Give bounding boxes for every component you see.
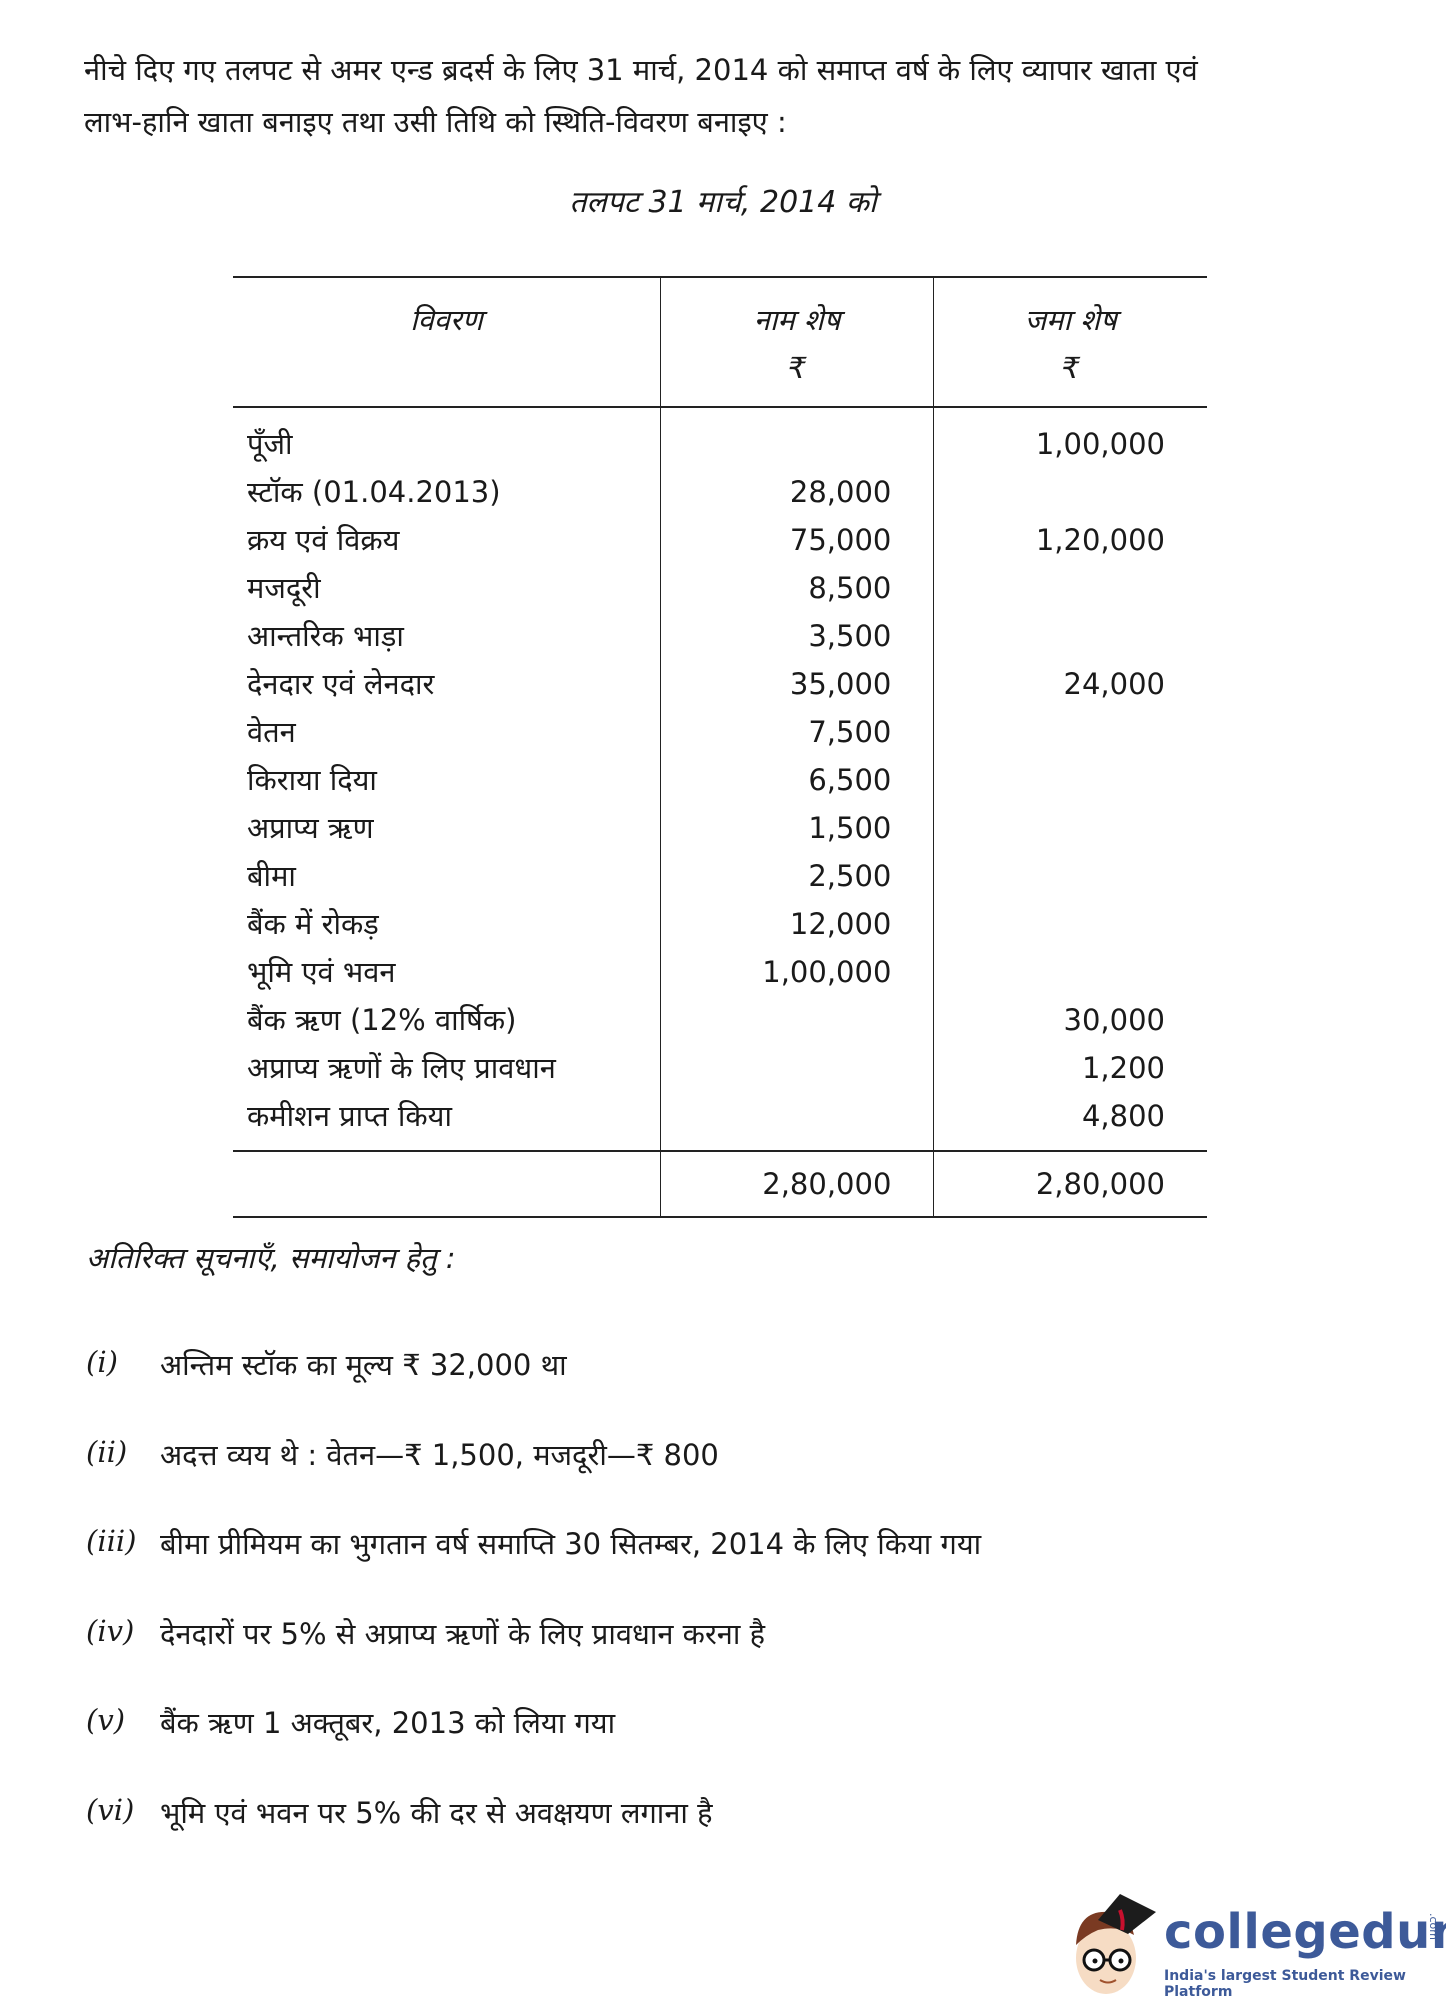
row-credit: 24,000 (933, 660, 1207, 708)
row-debit: 8,500 (659, 564, 934, 612)
table-row: क्रय एवं विक्रय 75,000 1,20,000 (233, 516, 1207, 564)
table-row: कमीशन प्राप्त किया 4,800 (233, 1092, 1207, 1151)
row-particulars: किराया दिया (247, 763, 377, 797)
row-debit: 12,000 (659, 900, 934, 948)
question-line-1: नीचे दिए गए तलपट से अमर एन्ड ब्रदर्स के … (84, 53, 1198, 87)
adjustment-text: अन्तिम स्टॉक का मूल्य ₹ 32,000 था (160, 1348, 567, 1382)
table-row: देनदार एवं लेनदार 35,000 24,000 (233, 660, 1207, 708)
row-credit: 30,000 (933, 996, 1207, 1044)
adjustment-number: (ii) (86, 1434, 128, 1469)
adjustment-number: (i) (86, 1345, 118, 1379)
row-particulars: बीमा (247, 859, 296, 893)
row-particulars: मजदूरी (247, 571, 321, 605)
row-particulars: आन्तरिक भाड़ा (247, 619, 404, 653)
table-row: पूँजी 1,00,000 (233, 407, 1207, 468)
table-row: किराया दिया 6,500 (233, 756, 1207, 804)
total-row: 2,80,000 2,80,000 (233, 1151, 1207, 1217)
adjustment-number: (iv) (86, 1613, 135, 1648)
table-row: बैंक ऋण (12% वार्षिक) 30,000 (233, 996, 1207, 1044)
adjustment-item: (ii) अदत्त व्यय थे : वेतन—₹ 1,500, मजदूरी… (86, 1435, 981, 1525)
adjustment-item: (vi) भूमि एवं भवन पर 5% की दर से अवक्षयण … (86, 1793, 981, 1883)
adjustment-text: अदत्त व्यय थे : वेतन—₹ 1,500, मजदूरी—₹ 8… (160, 1437, 719, 1472)
header-debit: नाम शेष ₹ (659, 277, 934, 407)
rupee-icon: ₹ (1061, 351, 1080, 385)
adjustment-text: भूमि एवं भवन पर 5% की दर से अवक्षयण लगान… (160, 1795, 713, 1830)
table-header-row: विवरण नाम शेष ₹ जमा शेष ₹ (233, 277, 1207, 407)
row-credit (933, 468, 1207, 516)
row-particulars: स्टॉक (01.04.2013) (247, 475, 501, 509)
adjustment-number: (iii) (86, 1524, 137, 1558)
row-debit: 7,500 (659, 708, 934, 756)
question-text: नीचे दिए गए तलपट से अमर एन्ड ब्रदर्स के … (84, 44, 1374, 148)
row-particulars: बैंक ऋण (12% वार्षिक) (247, 1003, 517, 1037)
row-credit (933, 756, 1207, 804)
row-credit (933, 804, 1207, 852)
row-debit: 28,000 (659, 468, 934, 516)
additional-info-heading: अतिरिक्त सूचनाएँ, समायोजन हेतु : (86, 1241, 456, 1275)
adjustment-number: (vi) (86, 1792, 135, 1827)
row-particulars: देनदार एवं लेनदार (247, 667, 435, 701)
row-credit (933, 900, 1207, 948)
row-debit (659, 407, 934, 468)
row-credit (933, 564, 1207, 612)
row-credit (933, 948, 1207, 996)
row-particulars: क्रय एवं विक्रय (247, 523, 400, 557)
row-debit: 1,00,000 (659, 948, 934, 996)
adjustment-text: बैंक ऋण 1 अक्तूबर, 2013 को लिया गया (160, 1706, 616, 1740)
header-particulars: विवरण (410, 303, 483, 337)
row-credit: 4,800 (933, 1092, 1207, 1151)
row-debit: 2,500 (659, 852, 934, 900)
row-credit: 1,00,000 (933, 407, 1207, 468)
row-debit (659, 1044, 934, 1092)
row-particulars: पूँजी (247, 427, 293, 461)
row-debit: 6,500 (659, 756, 934, 804)
table-row: मजदूरी 8,500 (233, 564, 1207, 612)
collegedunia-logo: collegedunia .com India's largest Studen… (1068, 1890, 1446, 2000)
row-debit: 35,000 (659, 660, 934, 708)
adjustment-item: (iii) बीमा प्रीमियम का भुगतान वर्ष समाप्त… (86, 1524, 981, 1614)
row-debit: 1,500 (659, 804, 934, 852)
table-row: भूमि एवं भवन 1,00,000 (233, 948, 1207, 996)
row-particulars: अप्राप्य ऋण (247, 811, 374, 845)
row-particulars: कमीशन प्राप्त किया (247, 1099, 452, 1133)
row-debit: 75,000 (659, 516, 934, 564)
table-row: बैंक में रोकड़ 12,000 (233, 900, 1207, 948)
row-particulars: अप्राप्य ऋणों के लिए प्रावधान (247, 1051, 556, 1085)
header-credit: जमा शेष ₹ (933, 277, 1207, 407)
adjustment-number: (v) (86, 1703, 126, 1737)
mascot-icon (1076, 1894, 1156, 1994)
row-debit: 3,500 (659, 612, 934, 660)
adjustment-item: (v) बैंक ऋण 1 अक्तूबर, 2013 को लिया गया (86, 1703, 981, 1793)
table-row: वेतन 7,500 (233, 708, 1207, 756)
total-credit: 2,80,000 (933, 1151, 1207, 1217)
adjustment-item: (i) अन्तिम स्टॉक का मूल्य ₹ 32,000 था (86, 1345, 981, 1435)
row-credit (933, 612, 1207, 660)
adjustment-text: बीमा प्रीमियम का भुगतान वर्ष समाप्ति 30 … (160, 1527, 982, 1561)
adjustments-list: (i) अन्तिम स्टॉक का मूल्य ₹ 32,000 था (ii)… (86, 1345, 981, 1882)
table-row: आन्तरिक भाड़ा 3,500 (233, 612, 1207, 660)
rupee-icon: ₹ (787, 351, 807, 385)
row-credit: 1,20,000 (933, 516, 1207, 564)
row-credit (933, 852, 1207, 900)
row-particulars: वेतन (247, 715, 296, 749)
row-credit: 1,200 (933, 1044, 1207, 1092)
row-debit (659, 996, 934, 1044)
adjustment-text: देनदारों पर 5% से अप्राप्य ऋणों के लिए प… (160, 1616, 766, 1651)
total-debit: 2,80,000 (659, 1151, 934, 1217)
row-debit (659, 1092, 934, 1151)
table-row: अप्राप्य ऋण 1,500 (233, 804, 1207, 852)
table-row: बीमा 2,500 (233, 852, 1207, 900)
table-row: स्टॉक (01.04.2013) 28,000 (233, 468, 1207, 516)
row-particulars: भूमि एवं भवन (247, 955, 396, 989)
row-particulars: बैंक में रोकड़ (247, 907, 379, 941)
trial-balance-table: विवरण नाम शेष ₹ जमा शेष ₹ पूँजी 1,00,000 स्ट… (233, 276, 1207, 1218)
question-line-2: लाभ-हानि खाता बनाइए तथा उसी तिथि को स्थि… (84, 105, 787, 139)
table-title: तलपट 31 मार्च, 2014 को (569, 185, 877, 220)
adjustment-item: (iv) देनदारों पर 5% से अप्राप्य ऋणों के ल… (86, 1614, 981, 1704)
row-credit (933, 708, 1207, 756)
table-row: अप्राप्य ऋणों के लिए प्रावधान 1,200 (233, 1044, 1207, 1092)
